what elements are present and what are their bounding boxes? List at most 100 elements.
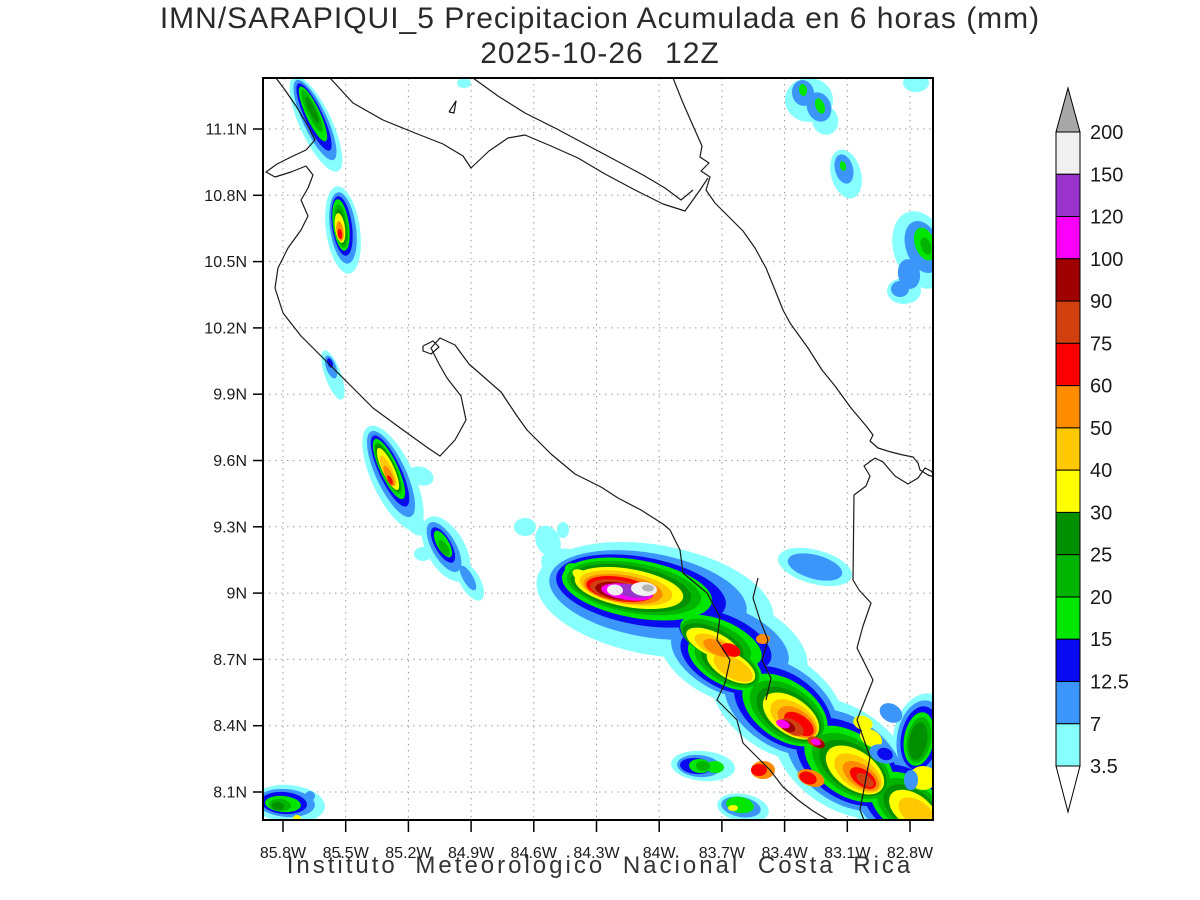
precip-contour-15mm	[839, 161, 847, 171]
colorbar-label: 15	[1090, 629, 1112, 651]
colorbar-label: 25	[1090, 545, 1112, 567]
precip-contour-20mm	[920, 237, 932, 255]
precip-contour-15mm	[798, 84, 808, 96]
colorbar-legend: 200 150 120 100 90 75 60 50 40 30 25 20 15 12.5 7 3.5	[1055, 86, 1129, 815]
precip-contour-12.5mm	[877, 747, 893, 761]
coastline-path	[329, 78, 709, 212]
coastline-path	[852, 457, 876, 820]
y-tick-label: 10.2N	[204, 320, 247, 337]
axis-ticks-layer: 85.8W 85.5W 85.2W 84.9W 84.6W 84.3W 84W 83.7W 83…	[204, 122, 934, 863]
y-tick-label: 9.3N	[213, 519, 247, 536]
precip-contour-60mm	[799, 771, 817, 785]
coastline-path	[874, 457, 933, 485]
colorbar-label: 20	[1090, 587, 1112, 609]
colorbar-label: 120	[1090, 207, 1123, 229]
coastline-path	[672, 78, 933, 478]
precip-contour-3.5mm	[903, 78, 929, 92]
precipitation-shading-layer	[263, 78, 933, 820]
precip-contour-3.5mm	[514, 518, 536, 536]
x-tick-label: 85.5W	[323, 845, 370, 862]
colorbar-label: 12.5	[1090, 672, 1129, 694]
precip-contour-7mm	[897, 259, 921, 289]
y-tick-label: 10.8N	[204, 188, 247, 205]
coastline-path	[265, 78, 829, 820]
colorbar-label: 7	[1090, 714, 1101, 736]
y-tick-label: 9.9N	[213, 387, 247, 404]
coastline-path	[472, 78, 694, 201]
precip-contour-20mm	[696, 760, 710, 772]
x-tick-label: 85.8W	[260, 845, 307, 862]
precip-contour-7mm	[879, 703, 903, 723]
x-tick-label: 84.3W	[573, 845, 620, 862]
colorbar-label: 200	[1090, 122, 1123, 144]
y-tick-label: 8.1N	[213, 785, 247, 802]
colorbar-label: 50	[1090, 418, 1112, 440]
colorbar-box	[1055, 427, 1081, 471]
colorbar-box	[1055, 554, 1081, 598]
coastline-path	[422, 340, 440, 355]
colorbar-box	[1055, 385, 1081, 429]
colorbar-box	[1055, 638, 1081, 683]
precip-contour-20mm	[438, 539, 450, 557]
map-frame	[262, 77, 934, 821]
precip-contour-25mm	[272, 801, 284, 811]
y-tick-label: 10.5N	[204, 254, 247, 271]
colorbar-label: 60	[1090, 376, 1112, 398]
precip-contour-60mm	[751, 764, 767, 776]
precip-contour-3.5mm	[457, 78, 471, 88]
precip-contour-25mm	[305, 97, 319, 123]
colorbar-box	[1055, 723, 1081, 767]
precip-contour-25mm	[908, 722, 928, 760]
colorbar-label: 150	[1090, 164, 1123, 186]
precip-contour-7mm	[459, 565, 477, 591]
y-tick-label: 9N	[227, 586, 247, 603]
colorbar-arrow-top	[1055, 86, 1081, 133]
x-tick-label: 84.6W	[511, 845, 558, 862]
precip-contour-40mm	[713, 654, 753, 682]
y-tick-label: 11.1N	[205, 122, 247, 139]
chart-title: IMN/SARAPIQUI_5 Precipitacion Acumulada …	[159, 2, 1041, 35]
precip-contour-7mm	[891, 281, 909, 297]
coastline-path	[448, 100, 457, 114]
x-tick-label: 85.2W	[385, 845, 432, 862]
precip-contour-150mm	[607, 584, 623, 596]
precip-contour-60mm	[387, 475, 393, 485]
colorbar-box	[1055, 596, 1081, 640]
footer-attribution: Instituto Meteorologico Nacional Costa R…	[286, 852, 914, 879]
colorbar-box	[1055, 258, 1081, 302]
y-tick-label: 9.6N	[213, 453, 247, 470]
x-tick-label: 83.1W	[824, 845, 871, 862]
colorbar-box	[1055, 469, 1081, 513]
precip-contour-200mm	[642, 584, 654, 592]
x-tick-label: 83.7W	[699, 845, 746, 862]
colorbar-label: 30	[1090, 502, 1112, 524]
precip-contour-30mm	[293, 815, 301, 820]
colorbar-box	[1055, 511, 1081, 556]
colorbar-label: 100	[1090, 249, 1123, 271]
y-tick-label: 8.4N	[213, 718, 247, 735]
precip-contour-75mm	[856, 772, 874, 788]
colorbar-box	[1055, 300, 1081, 344]
y-tick-label: 8.7N	[213, 652, 247, 669]
precip-contour-7mm	[904, 770, 918, 790]
precip-contour-7mm	[305, 791, 315, 801]
precip-contour-100mm	[811, 738, 821, 746]
colorbar-label: 90	[1090, 291, 1112, 313]
colorbar-arrow-bottom	[1055, 765, 1081, 815]
colorbar-label: 75	[1090, 333, 1112, 355]
map-area: 85.8W 85.5W 85.2W 84.9W 84.6W 84.3W 84W 83.7W 83…	[204, 77, 934, 863]
precip-contour-3.5mm	[414, 547, 432, 561]
precip-contour-15mm	[814, 98, 826, 114]
colorbar-box	[1055, 681, 1081, 725]
colorbar-box	[1055, 342, 1081, 387]
precip-contour-30mm	[728, 805, 738, 811]
colorbar-box	[1055, 173, 1081, 218]
precip-contour-15mm	[706, 760, 724, 774]
colorbar-label: 3.5	[1090, 756, 1118, 778]
precip-contour-3.5mm	[408, 466, 434, 486]
precip-contour-40mm	[898, 797, 933, 820]
coastline-path	[752, 577, 772, 701]
chart-subtitle-datetime: 2025-10-26 12Z	[480, 37, 720, 70]
precip-contour-3.5mm	[557, 522, 569, 538]
